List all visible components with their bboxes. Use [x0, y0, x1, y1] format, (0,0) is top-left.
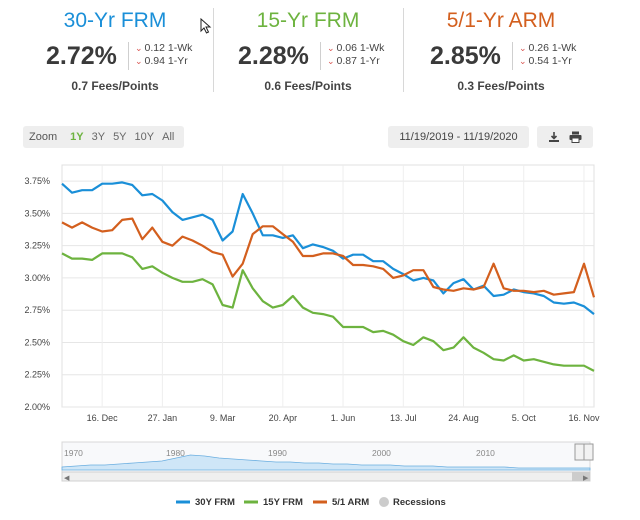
rate-card-title: 30-Yr FRM — [63, 9, 167, 32]
series-line-0[interactable] — [61, 181, 595, 315]
legend-item-recessions[interactable]: Recessions — [379, 497, 446, 508]
gridlines — [62, 165, 594, 408]
zoom-bar: Zoom 1Y 3Y 5Y 10Y All — [23, 126, 185, 148]
x-tick-label: 16. Nov — [568, 413, 600, 423]
y-tick-label: 3.75% — [24, 176, 50, 186]
navigator-labels: 1970 1980 1990 2000 2010 — [64, 448, 495, 458]
zoom-3y-button[interactable]: 3Y — [91, 131, 106, 143]
navigator-series — [61, 454, 591, 471]
series-line-2[interactable] — [61, 217, 596, 298]
down-arrow-icon: ⌄ — [327, 56, 335, 66]
fees-points: 0.3 Fees/Points — [457, 79, 545, 93]
zoom-all-button[interactable]: All — [162, 131, 175, 143]
change-week: ⌄ 0.06 1-Wk — [327, 42, 385, 54]
navigator-year-label: 2000 — [372, 448, 391, 458]
x-tick-label: 9. Mar — [210, 413, 236, 423]
scroll-right-arrow-icon[interactable]: ▶ — [583, 475, 589, 482]
zoom-5y-button[interactable]: 5Y — [113, 131, 127, 143]
rate-card-15yr: 15-Yr FRM 2.28% ⌄ 0.06 1-Wk ⌄ 0.87 1-Yr 0.… — [216, 0, 400, 100]
fees-points: 0.6 Fees/Points — [264, 79, 352, 93]
time-navigator[interactable]: 1970 1980 1990 2000 2010 ◀ ▶ — [61, 441, 594, 482]
fees-points: 0.7 Fees/Points — [71, 79, 159, 93]
x-tick-label: 20. Apr — [269, 413, 298, 423]
svg-text:15Y FRM: 15Y FRM — [263, 497, 303, 508]
rate-card-arm: 5/1-Yr ARM 2.85% ⌄ 0.26 1-Wk ⌄ 0.54 1-Yr 0… — [406, 0, 596, 100]
zoom-10y-button[interactable]: 10Y — [134, 131, 155, 143]
svg-text:30Y FRM: 30Y FRM — [195, 497, 235, 508]
series-lines — [61, 181, 596, 372]
navigator-scrollbar[interactable] — [61, 471, 591, 482]
series-line-1[interactable] — [61, 252, 595, 372]
mouse-cursor-icon — [200, 18, 212, 34]
x-tick-label: 13. Jul — [390, 413, 417, 423]
x-tick-label: 27. Jan — [148, 413, 178, 423]
svg-text:Recessions: Recessions — [393, 497, 446, 508]
down-arrow-icon: ⌄ — [519, 56, 527, 66]
legend: 30Y FRM 15Y FRM 5/1 ARM Recessions — [176, 497, 446, 508]
down-arrow-icon: ⌄ — [135, 56, 143, 66]
navigator-handle-left[interactable] — [574, 443, 585, 461]
zoom-label: Zoom — [29, 131, 58, 143]
y-tick-label: 3.50% — [24, 208, 50, 218]
legend-item-15y[interactable]: 15Y FRM — [244, 497, 303, 508]
change-week: ⌄ 0.26 1-Wk — [519, 42, 577, 54]
card-divider — [403, 8, 404, 92]
date-range-display[interactable]: 11/19/2019 - 11/19/2020 — [388, 126, 529, 148]
zoom-1y-button[interactable]: 1Y — [70, 131, 84, 143]
svg-text:5/1 ARM: 5/1 ARM — [332, 497, 369, 508]
rate-change-box: ⌄ 0.12 1-Wk ⌄ 0.94 1-Yr — [128, 42, 192, 70]
rate-card-title: 5/1-Yr ARM — [446, 9, 556, 32]
y-tick-label: 3.00% — [24, 273, 50, 283]
y-tick-label: 2.50% — [24, 337, 50, 347]
download-icon[interactable] — [548, 131, 560, 143]
rate-change-box: ⌄ 0.06 1-Wk ⌄ 0.87 1-Yr — [320, 42, 384, 70]
down-arrow-icon: ⌄ — [519, 43, 527, 53]
rate-value: 2.72% — [46, 42, 117, 70]
down-arrow-icon: ⌄ — [327, 43, 335, 53]
rate-change-box: ⌄ 0.26 1-Wk ⌄ 0.54 1-Yr — [512, 42, 576, 70]
chart-tools — [537, 126, 593, 148]
rate-cards: 30-Yr FRM 2.72% ⌄ 0.12 1-Wk ⌄ 0.94 1-Yr 0.… — [0, 0, 640, 100]
rate-value: 2.85% — [430, 42, 501, 70]
change-year: ⌄ 0.94 1-Yr — [135, 55, 188, 67]
navigator-year-label: 1980 — [166, 448, 185, 458]
y-tick-label: 2.75% — [24, 305, 50, 315]
y-tick-label: 3.25% — [24, 241, 50, 251]
y-axis-labels: 3.75% 3.50% 3.25% 3.00% 2.75% 2.50% 2.25% 2.00% — [24, 176, 50, 412]
rate-card-title: 15-Yr FRM — [256, 9, 360, 32]
plot-area — [61, 164, 595, 408]
down-arrow-icon: ⌄ — [135, 43, 143, 53]
navigator-year-label: 2010 — [476, 448, 495, 458]
x-tick-label: 16. Dec — [87, 413, 119, 423]
rate-value: 2.28% — [238, 42, 309, 70]
x-axis-labels: 16. Dec 27. Jan 9. Mar 20. Apr 1. Jun 13. Jul… — [87, 413, 600, 423]
scroll-left-arrow-icon[interactable]: ◀ — [64, 475, 70, 482]
change-year: ⌄ 0.54 1-Yr — [519, 55, 572, 67]
legend-item-30y[interactable]: 30Y FRM — [176, 497, 235, 508]
scrollbar-thumb[interactable] — [572, 472, 590, 481]
navigator-year-label: 1990 — [268, 448, 287, 458]
change-week: ⌄ 0.12 1-Wk — [135, 42, 193, 54]
y-tick-label: 2.00% — [24, 402, 50, 412]
x-tick-label: 1. Jun — [331, 413, 356, 423]
card-divider — [213, 8, 214, 92]
navigator-handle-right[interactable] — [583, 443, 594, 461]
navigator-year-label: 1970 — [64, 448, 83, 458]
mortgage-rate-chart[interactable]: 3.75% 3.50% 3.25% 3.00% 2.75% 2.50% 2.25% 2.00%… — [0, 150, 640, 520]
y-tick-label: 2.25% — [24, 370, 50, 380]
x-tick-label: 5. Oct — [512, 413, 537, 423]
change-year: ⌄ 0.87 1-Yr — [327, 55, 380, 67]
rate-card-30yr: 30-Yr FRM 2.72% ⌄ 0.12 1-Wk ⌄ 0.94 1-Yr 0.… — [20, 0, 210, 100]
legend-item-arm[interactable]: 5/1 ARM — [313, 497, 369, 508]
x-tick-label: 24. Aug — [448, 413, 479, 423]
print-icon[interactable] — [569, 131, 582, 143]
